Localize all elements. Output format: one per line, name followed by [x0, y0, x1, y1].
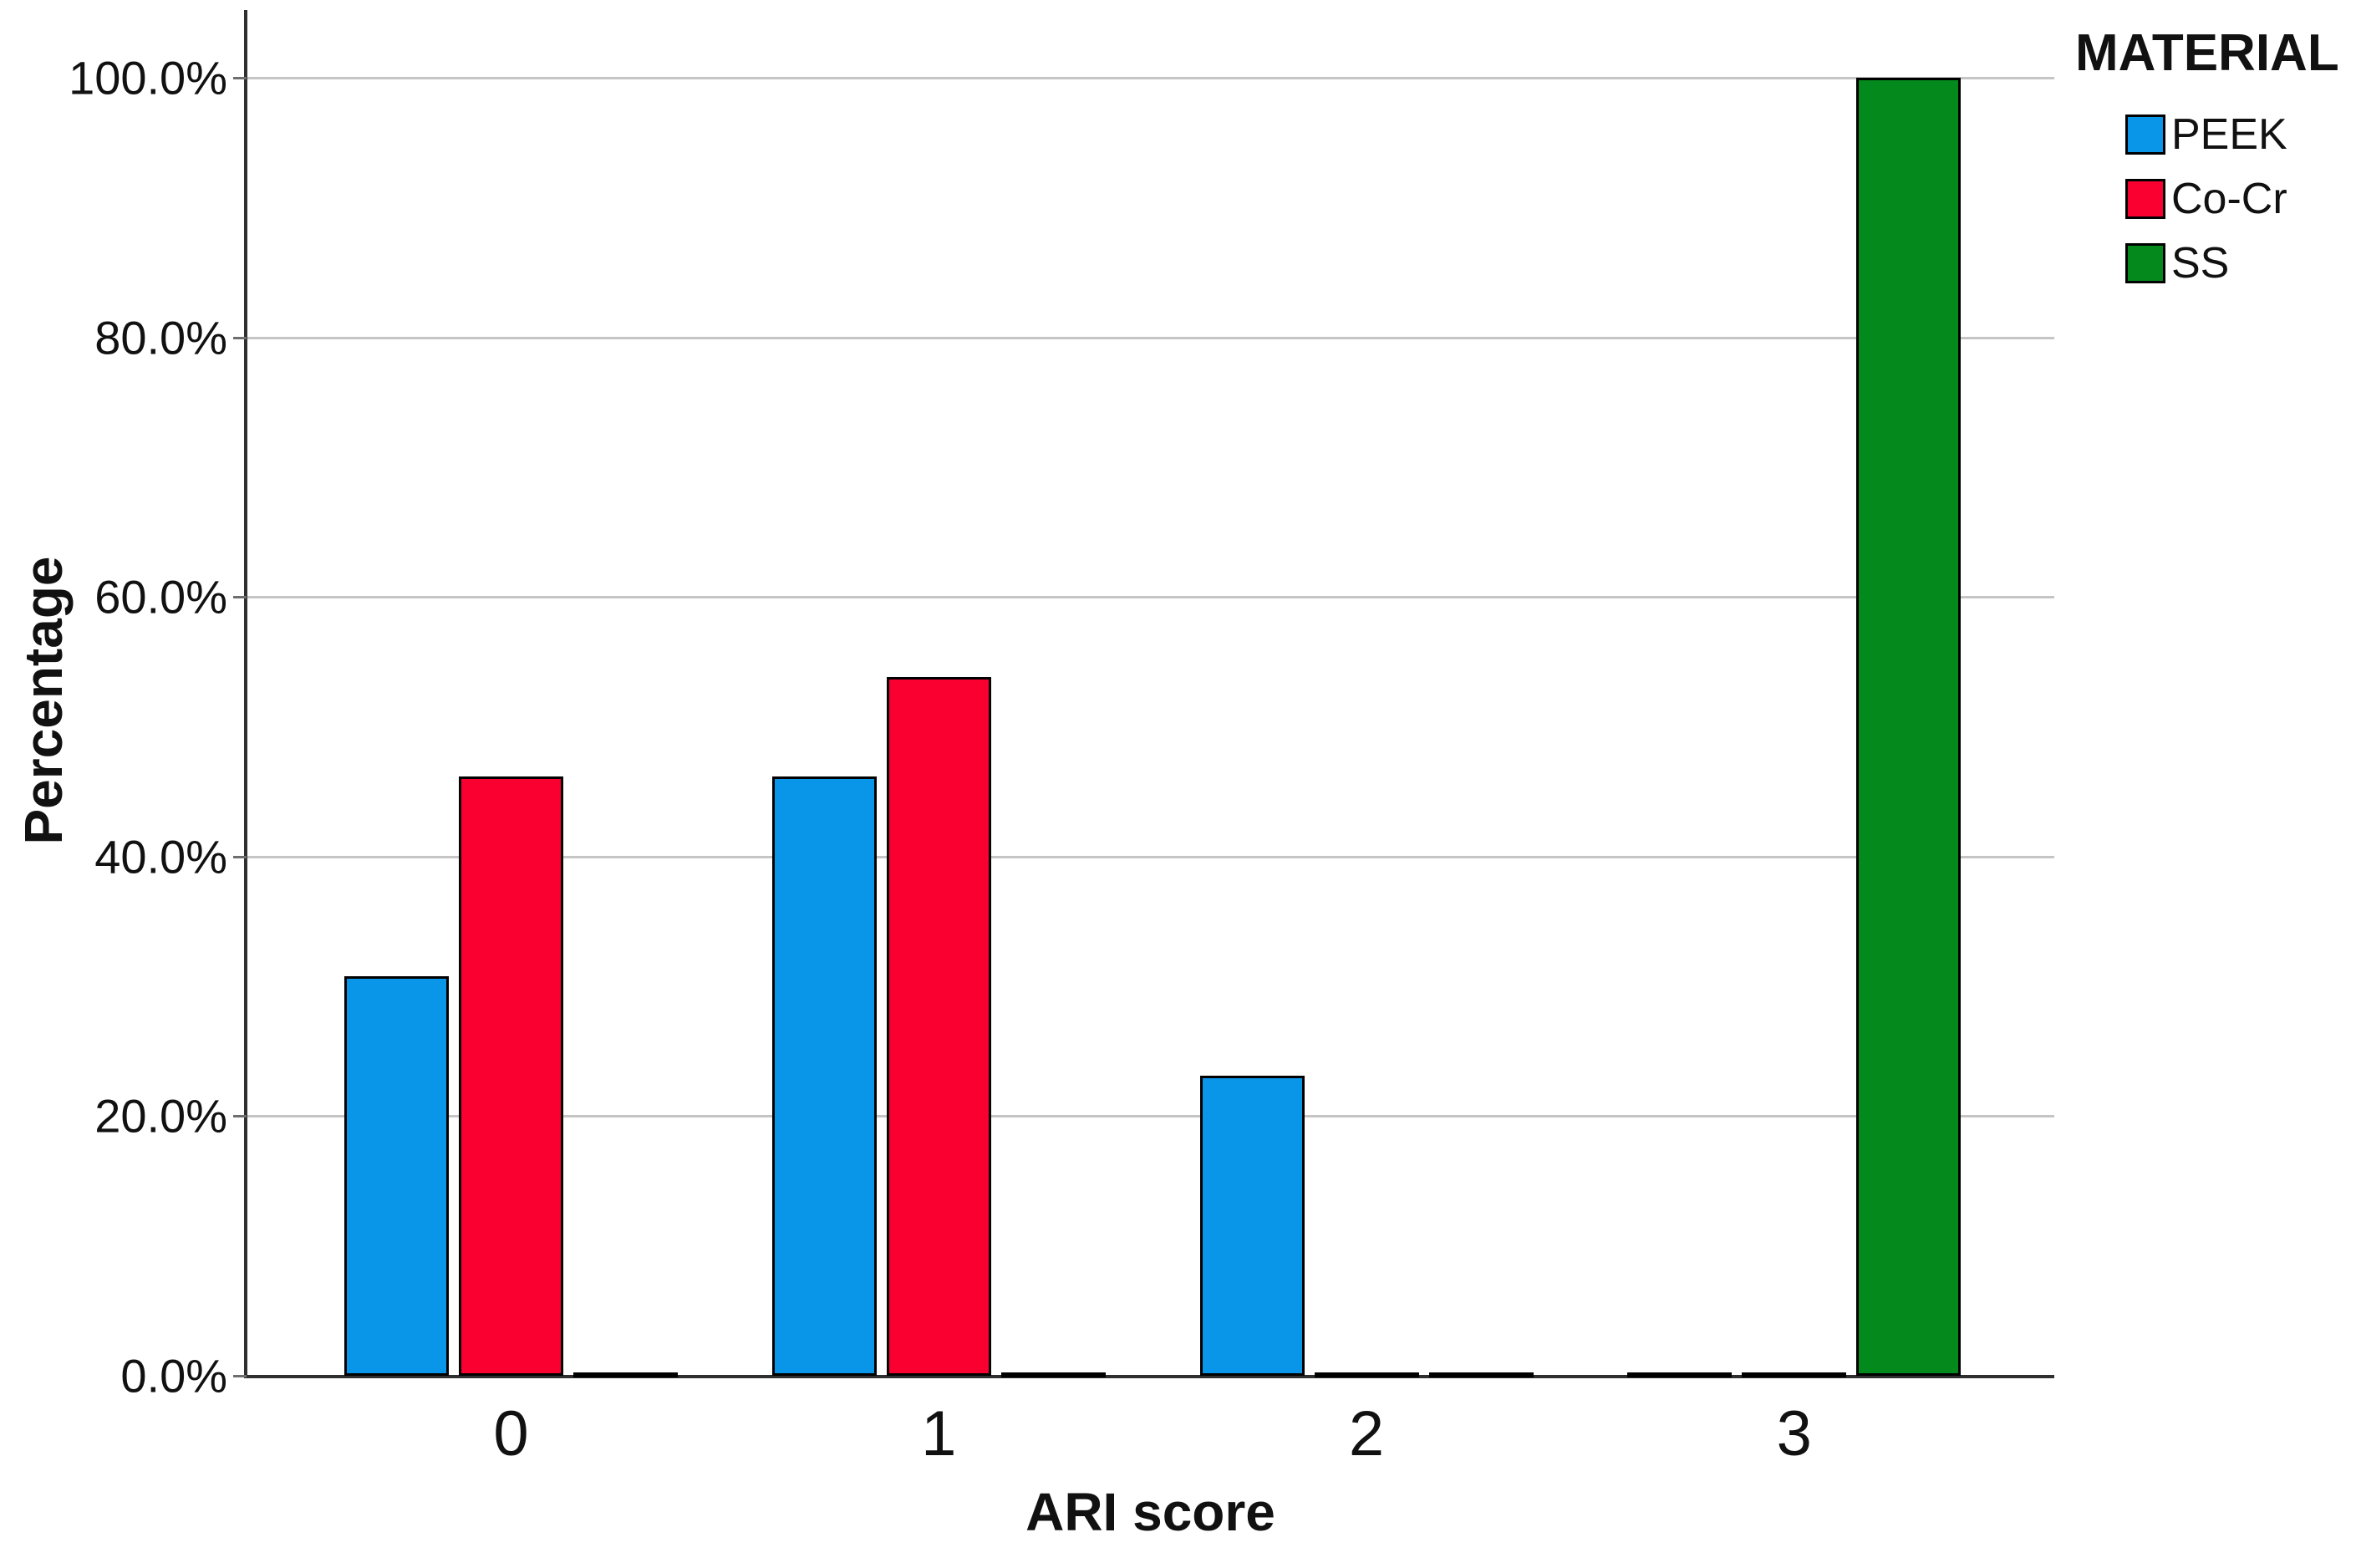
y-tick-40 — [233, 855, 247, 858]
y-tick-100 — [233, 77, 247, 79]
gridline-100 — [247, 77, 2054, 79]
y-tick-label-100: 100.0% — [69, 51, 227, 104]
x-axis-line — [244, 1375, 2054, 1378]
legend-item-co-cr: Co-Cr — [2125, 174, 2339, 224]
x-tick-label-3: 3 — [1776, 1398, 1812, 1469]
bar-peek-score0 — [344, 975, 449, 1376]
legend: MATERIAL PEEK Co-Cr SS — [2075, 23, 2339, 288]
gridline-80 — [247, 336, 2054, 339]
bar-ss-score3 — [1856, 78, 1962, 1376]
y-axis-title: Percentage — [13, 556, 74, 845]
y-tick-60 — [233, 596, 247, 599]
legend-label-co-cr: Co-Cr — [2171, 175, 2287, 223]
gridline-20 — [247, 1115, 2054, 1118]
bar-co-cr-score0 — [459, 776, 563, 1376]
legend-label-ss: SS — [2171, 239, 2230, 288]
legend-item-ss: SS — [2125, 238, 2339, 288]
bar-co-cr-score1 — [886, 677, 991, 1376]
y-tick-20 — [233, 1115, 247, 1118]
zero-bar-ss-score0 — [573, 1372, 678, 1377]
x-tick-label-0: 0 — [493, 1398, 529, 1469]
legend-label-peek: PEEK — [2171, 110, 2287, 159]
gridline-40 — [247, 855, 2054, 858]
y-tick-label-20: 20.0% — [94, 1089, 227, 1143]
zero-bar-co-cr-score2 — [1314, 1372, 1419, 1377]
y-tick-label-80: 80.0% — [94, 311, 227, 364]
bar-peek-score1 — [771, 776, 877, 1376]
x-tick-label-1: 1 — [921, 1398, 957, 1469]
legend-item-peek: PEEK — [2125, 109, 2339, 160]
y-tick-label-60: 60.0% — [94, 570, 227, 624]
y-tick-label-40: 40.0% — [94, 830, 227, 883]
y-tick-80 — [233, 336, 247, 339]
y-axis-line — [244, 10, 247, 1378]
x-axis-title: ARI score — [1025, 1482, 1275, 1542]
zero-bar-ss-score2 — [1428, 1372, 1534, 1377]
legend-title: MATERIAL — [2075, 24, 2339, 82]
legend-swatch-co-cr — [2125, 179, 2165, 219]
y-tick-label-0: 0.0% — [120, 1349, 227, 1403]
legend-swatch-peek — [2125, 115, 2165, 155]
x-tick-label-2: 2 — [1348, 1398, 1385, 1469]
legend-swatch-ss — [2125, 243, 2165, 283]
legend-items: PEEK Co-Cr SS — [2075, 109, 2339, 288]
zero-bar-co-cr-score3 — [1742, 1372, 1847, 1377]
zero-bar-peek-score3 — [1627, 1372, 1733, 1377]
bar-peek-score2 — [1199, 1076, 1305, 1376]
zero-bar-ss-score1 — [1000, 1372, 1106, 1377]
y-tick-0 — [233, 1375, 247, 1377]
gridline-60 — [247, 596, 2054, 599]
